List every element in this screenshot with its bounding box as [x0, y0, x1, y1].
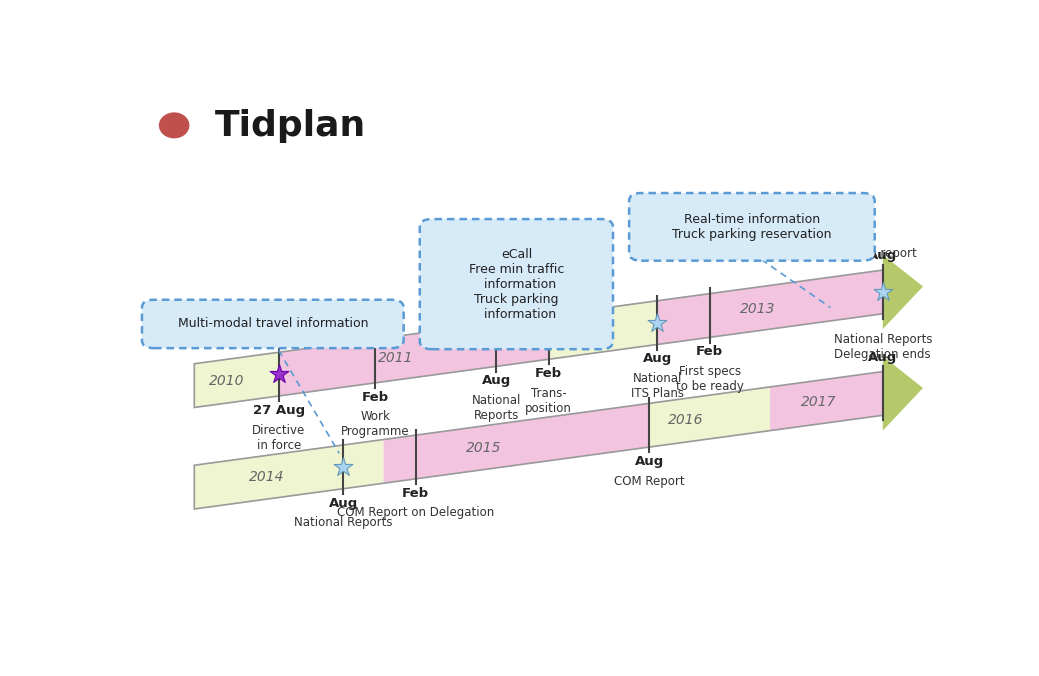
Text: Aug: Aug: [869, 351, 898, 364]
Text: Feb: Feb: [696, 345, 723, 358]
Polygon shape: [770, 372, 883, 431]
Point: [649, 317, 666, 328]
FancyBboxPatch shape: [630, 193, 875, 261]
Text: 2017: 2017: [801, 395, 836, 409]
Text: Aug: Aug: [482, 375, 511, 387]
Polygon shape: [549, 301, 658, 359]
Text: Trans-
position: Trans- position: [525, 387, 572, 415]
Text: Aug: Aug: [328, 497, 357, 510]
Text: Directive
in force: Directive in force: [252, 424, 305, 452]
Text: National
ITS Plans: National ITS Plans: [631, 372, 684, 400]
Polygon shape: [194, 352, 278, 408]
Point: [875, 287, 891, 297]
Polygon shape: [383, 404, 649, 483]
Ellipse shape: [159, 112, 189, 139]
Polygon shape: [278, 316, 549, 396]
Text: Real-time information
Truck parking reservation: Real-time information Truck parking rese…: [672, 213, 831, 241]
Polygon shape: [883, 255, 923, 329]
Text: 2015: 2015: [467, 441, 502, 455]
Text: 27 Aug: 27 Aug: [252, 404, 304, 417]
Text: First specs
to be ready: First specs to be ready: [675, 365, 744, 393]
Text: Feb: Feb: [362, 391, 389, 404]
Text: National Reports: National Reports: [294, 516, 393, 529]
Polygon shape: [658, 270, 883, 345]
Text: 2014: 2014: [249, 470, 285, 484]
Text: 2010: 2010: [209, 375, 244, 388]
Text: Feb: Feb: [402, 487, 429, 500]
Text: 2012: 2012: [576, 324, 611, 339]
Text: Tidplan: Tidplan: [214, 110, 366, 143]
Text: COM report: COM report: [849, 247, 916, 260]
Polygon shape: [883, 356, 923, 431]
Text: COM Report on Delegation: COM Report on Delegation: [337, 506, 495, 519]
Text: Aug: Aug: [643, 352, 672, 365]
Text: Aug: Aug: [635, 455, 664, 468]
Text: COM Report: COM Report: [614, 475, 685, 487]
Point: [335, 462, 351, 473]
Point: [270, 368, 287, 379]
Text: National
Reports: National Reports: [472, 394, 521, 422]
Text: National Reports
Delegation ends: National Reports Delegation ends: [833, 333, 932, 361]
Polygon shape: [649, 387, 770, 447]
Text: 2016: 2016: [668, 413, 703, 427]
Polygon shape: [194, 439, 383, 509]
FancyBboxPatch shape: [420, 219, 613, 349]
Text: Work
Programme: Work Programme: [341, 410, 409, 439]
Text: Feb: Feb: [535, 367, 562, 380]
Text: eCall
Free min traffic
  information
Truck parking
  information: eCall Free min traffic information Truck…: [469, 247, 564, 320]
Text: 2013: 2013: [740, 302, 776, 316]
Text: Multi-modal travel information: Multi-modal travel information: [178, 318, 368, 331]
Text: 2011: 2011: [378, 352, 414, 365]
Text: Aug: Aug: [869, 249, 898, 262]
FancyBboxPatch shape: [142, 299, 403, 348]
